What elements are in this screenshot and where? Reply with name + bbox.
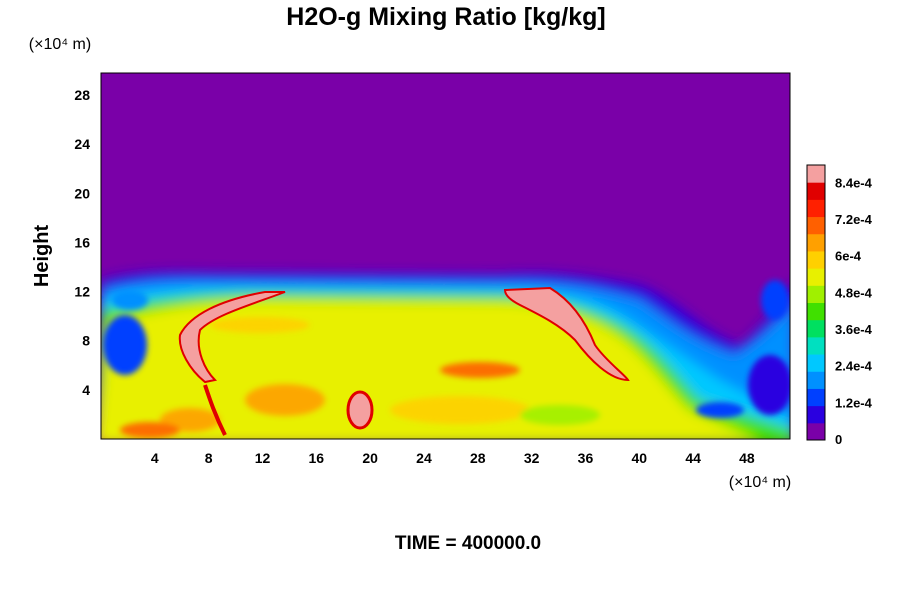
- colorbar-tick-label: 1.2e-4: [835, 395, 873, 410]
- colorbar-swatch: [807, 319, 825, 338]
- colorbar-swatch: [807, 371, 825, 389]
- colorbar-swatch: [807, 405, 825, 424]
- colorbar-tick-label: 3.6e-4: [835, 322, 873, 337]
- colorbar-swatch: [807, 354, 825, 372]
- heatmap-field: [101, 73, 790, 439]
- x-tick-label: 24: [416, 450, 432, 466]
- colorbar-tick-label: 0: [835, 432, 842, 447]
- x-tick-label: 4: [151, 450, 159, 466]
- chart-title: H2O-g Mixing Ratio [kg/kg]: [286, 3, 605, 31]
- y-tick-label: 16: [74, 234, 90, 250]
- y-axis-tick-labels: 4 8 12 16 20 24 28: [74, 87, 90, 398]
- colorbar-swatch: [807, 182, 825, 200]
- colorbar-swatch: [807, 285, 825, 303]
- x-tick-label: 16: [309, 450, 325, 466]
- colorbar-swatch: [807, 388, 825, 407]
- colorbar-tick-label: 8.4e-4: [835, 175, 873, 190]
- colorbar-frame: [806, 164, 826, 441]
- colorbar: [806, 164, 826, 441]
- y-tick-label: 20: [74, 185, 90, 201]
- colorbar-tick-label: 2.4e-4: [835, 359, 873, 374]
- y-tick-label: 12: [74, 284, 90, 300]
- y-tick-label: 24: [74, 136, 90, 152]
- colorbar-swatch: [807, 165, 825, 183]
- x-tick-label: 20: [362, 450, 378, 466]
- colorbar-swatch: [807, 250, 825, 269]
- x-axis-tick-labels: 4 8 12 16 20 24 28 32 36 40 44 48: [151, 450, 755, 466]
- x-tick-label: 32: [524, 450, 540, 466]
- colorbar-swatch: [807, 233, 825, 252]
- y-tick-label: 28: [74, 87, 90, 103]
- colorbar-tick-label: 4.8e-4: [835, 285, 873, 300]
- colorbar-swatch: [807, 216, 825, 235]
- colorbar-swatch: [807, 268, 825, 286]
- colorbar-tick-label: 7.2e-4: [835, 212, 873, 227]
- colorbar-swatch: [807, 199, 825, 218]
- x-tick-label: 8: [205, 450, 213, 466]
- plot-area-frame: [100, 72, 791, 440]
- y-axis-unit: (×10⁴ m): [29, 36, 91, 53]
- colorbar-tick-labels: 0 1.2e-4 2.4e-4 3.6e-4 4.8e-4 6e-4 7.2e-4 8.4e-…: [835, 175, 873, 447]
- x-tick-label: 44: [685, 450, 701, 466]
- x-tick-label: 48: [739, 450, 755, 466]
- x-tick-label: 12: [255, 450, 271, 466]
- colorbar-swatch: [807, 422, 825, 441]
- time-label: TIME = 400000.0: [395, 533, 541, 554]
- colorbar-swatch: [807, 302, 825, 321]
- x-tick-label: 40: [631, 450, 647, 466]
- y-tick-label: 8: [82, 333, 90, 349]
- y-axis-label: Height: [31, 225, 53, 288]
- x-tick-label: 36: [578, 450, 594, 466]
- x-tick-label: 28: [470, 450, 486, 466]
- colorbar-swatch: [807, 336, 825, 355]
- y-tick-label: 4: [82, 382, 90, 398]
- x-axis-unit: (×10⁴ m): [729, 474, 791, 491]
- colorbar-tick-label: 6e-4: [835, 249, 862, 264]
